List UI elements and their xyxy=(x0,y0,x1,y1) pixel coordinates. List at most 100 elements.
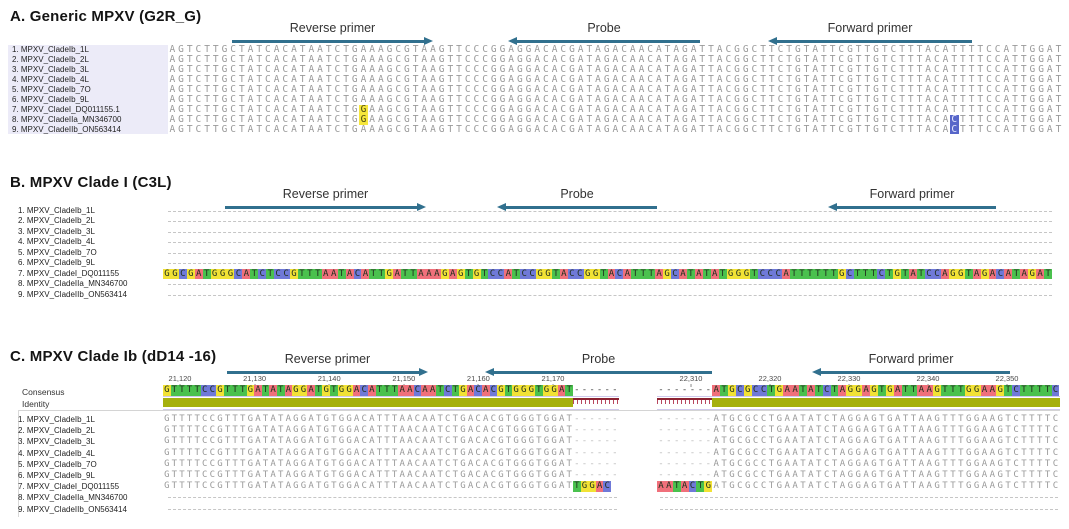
sequence-label: 2. MPXV_CladeIb_2L xyxy=(8,54,168,65)
sequence-label: 2. MPXV_CladeIb_2L xyxy=(18,426,95,436)
probe-label: Probe xyxy=(581,352,616,366)
panel-a-title: A. Generic MPXV (G2R_G) xyxy=(10,8,202,25)
probe-annotation-c: Probe xyxy=(485,351,712,377)
gap-dashes xyxy=(168,497,617,499)
sequence xyxy=(163,290,1052,300)
sequence-label: 3. MPXV_CladeIb_3L xyxy=(8,64,168,75)
identity-label: Identity xyxy=(22,399,50,409)
primer-annotation-forward-a: Forward primer xyxy=(768,20,972,46)
probe-label: Probe xyxy=(587,21,621,35)
alignment-row: 7. MPXV_CladeI_DQ011155 G T T T T C C G T T T G A T A T A… xyxy=(0,481,1069,493)
identity-high-segment xyxy=(712,398,1060,407)
alignment-row: 1. MPXV_CladeIb_1L xyxy=(0,206,1069,216)
gap-dashes xyxy=(168,284,1052,286)
sequence-label: 9. MPXV_CladeIIb_ON563414 xyxy=(18,504,127,514)
ruler-tick: 21,140 xyxy=(318,374,341,387)
probe-annotation-a: Probe xyxy=(508,20,700,46)
sequence-label: 5. MPXV_CladeIb_7O xyxy=(18,247,97,257)
gap-dashes xyxy=(168,231,1052,233)
primer-annotation-reverse-b: Reverse primer xyxy=(225,186,426,212)
sequence-label: 5. MPXV_CladeIb_7O xyxy=(8,84,168,95)
arrow-left-icon xyxy=(485,368,712,377)
alignment-row: 8. MPXV_CladeIIa_MN346700 xyxy=(0,492,1069,503)
identity-bar-left xyxy=(163,397,619,410)
arrow-right-icon xyxy=(227,368,428,377)
gap-dashes xyxy=(168,252,1052,254)
sequence-label: 9. MPXV_CladeIIb_ON563414 xyxy=(18,289,127,299)
sequence-label: 4. MPXV_CladeIb_4L xyxy=(8,74,168,85)
sequence xyxy=(163,237,1052,247)
sequence-label: 9. MPXV_CladeIIb_ON563414 xyxy=(8,124,168,135)
sequence xyxy=(163,258,1052,268)
sequence-label: 8. MPXV_CladeIIa_MN346700 xyxy=(18,279,128,289)
gap-dashes xyxy=(168,211,1052,212)
sequence-label: 2. MPXV_CladeIb_2L xyxy=(18,216,95,226)
ruler-tick: 21,120 xyxy=(169,374,192,387)
sequence-label: 7. MPXV_CladeI_DQ011155 xyxy=(18,482,120,492)
sequence-label: 7. MPXV_CladeI_DQ011155 xyxy=(18,268,120,278)
alignment-row: 3. MPXV_CladeIb_3L A G T C T T G C T A T C A C A T A A T C T G… xyxy=(0,63,1069,75)
sequence-label: 8. MPXV_CladeIIa_MN346700 xyxy=(18,493,128,503)
primer-label: Forward primer xyxy=(827,21,913,35)
sequence-label: 7. MPXV_CladeI_DQ011155.1 xyxy=(8,104,168,115)
sequence-label: 3. MPXV_CladeIb_3L xyxy=(18,226,95,236)
sequence-label: 1. MPXV_CladeIb_1L xyxy=(8,45,168,55)
alignment-row: 4. MPXV_CladeIb_4L xyxy=(0,237,1069,247)
alignment-row: 9. MPXV_CladeIIb_ON563414 xyxy=(0,504,1069,515)
alignment-row: 1. MPXV_CladeIb_1L A G T C T T G C T A T C A C A T A A T C T G… xyxy=(0,45,1069,55)
sequence-label: 5. MPXV_CladeIb_7O xyxy=(18,459,97,469)
alignment-row: 2. MPXV_CladeIb_2L xyxy=(0,216,1069,226)
identity-high-segment xyxy=(163,398,573,407)
sequence-label: 1. MPXV_CladeIb_1L xyxy=(18,415,95,424)
sequence-label: 4. MPXV_CladeIb_4L xyxy=(18,448,95,458)
primer-annotation-forward-b: Forward primer xyxy=(828,186,996,212)
primer-annotation-reverse-c: Reverse primer xyxy=(227,351,428,377)
identity-bar-right xyxy=(657,397,1060,410)
gap-dashes xyxy=(168,294,1052,296)
ruler-tick: 21,130 xyxy=(243,374,266,387)
ruler-tick: 22,350 xyxy=(996,374,1019,387)
ruler-tick: 22,330 xyxy=(838,374,861,387)
primer-label: Reverse primer xyxy=(289,21,376,35)
primer-label: Forward primer xyxy=(868,352,954,366)
alignment-row: 5. MPXV_CladeIb_7O A G T C T T G C T A T C A C A T A A T C T G… xyxy=(0,83,1069,95)
header-separator-line xyxy=(18,410,1060,411)
identity-low-segment xyxy=(573,398,619,404)
coordinate-ruler-right: 22,310 22,320 22,330 22,340 22,350 xyxy=(657,374,1060,385)
primer-label: Reverse primer xyxy=(282,187,369,201)
gap-dashes xyxy=(660,497,1058,499)
alignment-row: 3. MPXV_CladeIb_3L G T T T T C C G T T T G A T A T A G G A T G… xyxy=(0,436,1069,447)
alignment-row: 8. MPXV_CladeIIa_MN346700 A G T C T T G C T A T C A C A… xyxy=(0,114,1069,125)
sequence xyxy=(163,248,1052,258)
primer-annotation-forward-c: Forward primer xyxy=(812,351,1010,377)
sequence-label: 6. MPXV_CladeIb_9L xyxy=(18,470,95,480)
sequence xyxy=(163,206,1052,216)
gap-dashes xyxy=(168,263,1052,265)
panel-c-alignment: 1. MPXV_CladeIb_1L G T T T T C C G T T T G A T A T A G G A T G… xyxy=(0,414,1069,515)
alignment-row: 8. MPXV_CladeIIa_MN346700 xyxy=(0,279,1069,289)
ruler-tick: 22,320 xyxy=(759,374,782,387)
sequence xyxy=(163,216,1052,226)
ruler-tick: 21,170 xyxy=(542,374,565,387)
gap-dashes xyxy=(168,508,617,510)
sequence xyxy=(657,492,1058,503)
arrow-left-icon xyxy=(497,203,657,212)
